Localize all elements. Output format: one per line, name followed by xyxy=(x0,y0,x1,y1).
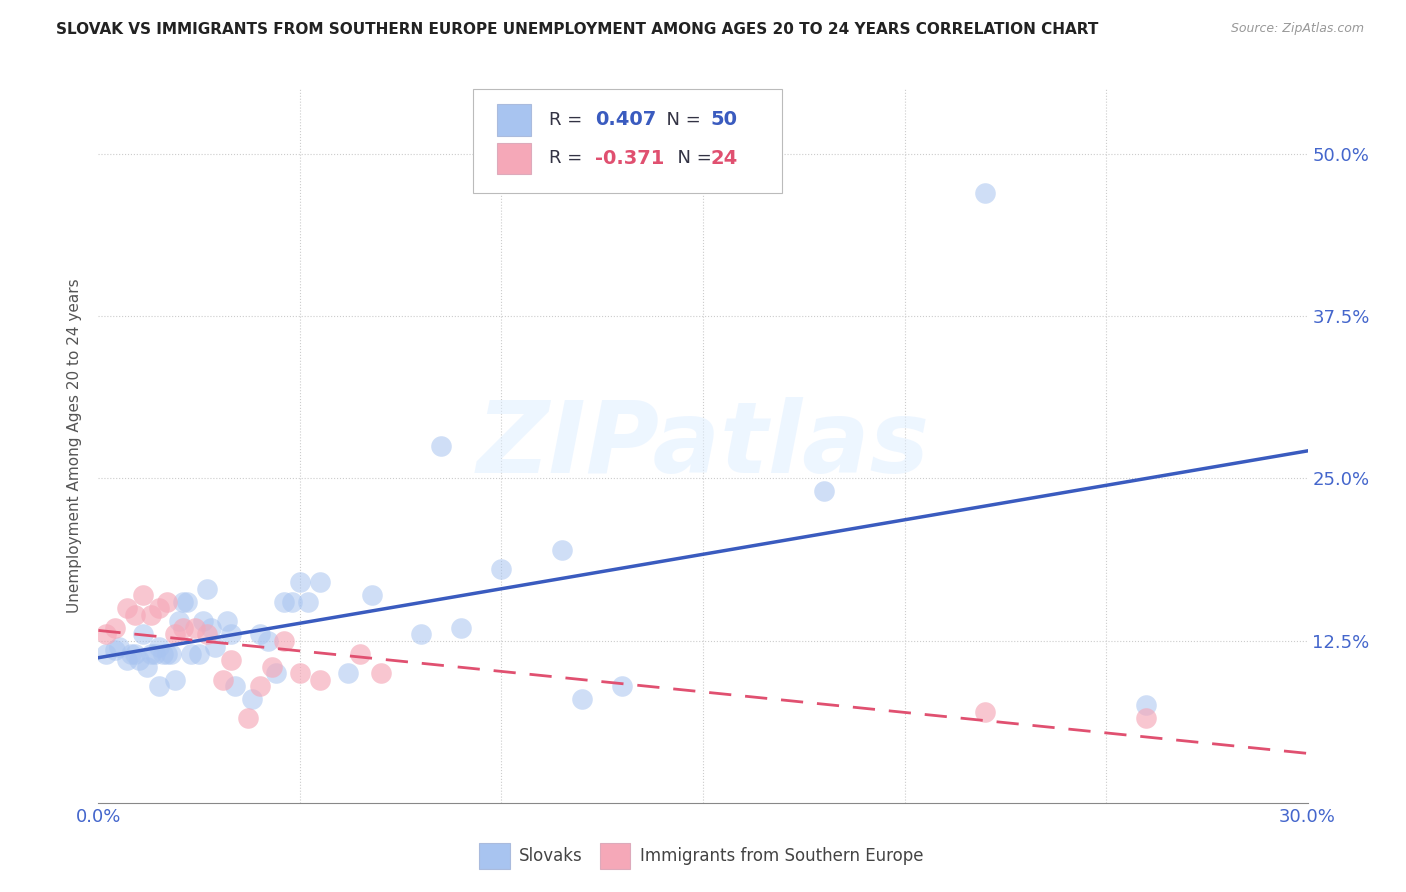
Point xyxy=(224,679,246,693)
Point xyxy=(124,647,146,661)
Point xyxy=(152,647,174,661)
Point xyxy=(156,595,179,609)
Point xyxy=(135,659,157,673)
Point xyxy=(361,588,384,602)
Point xyxy=(450,621,472,635)
Point xyxy=(1135,711,1157,725)
Point xyxy=(96,647,118,661)
Point xyxy=(813,484,835,499)
Point xyxy=(273,595,295,609)
Point xyxy=(160,647,183,661)
Point xyxy=(309,575,332,590)
Point xyxy=(249,679,271,693)
Point xyxy=(337,666,360,681)
Point xyxy=(974,186,997,200)
Point xyxy=(273,633,295,648)
Point xyxy=(172,621,194,635)
Text: -0.371: -0.371 xyxy=(595,149,665,168)
Point xyxy=(148,601,170,615)
Point xyxy=(167,614,190,628)
Point xyxy=(256,633,278,648)
Point xyxy=(240,692,263,706)
Point xyxy=(430,439,453,453)
Point xyxy=(103,642,125,657)
Point xyxy=(107,640,129,654)
Point xyxy=(148,640,170,654)
Point xyxy=(188,647,211,661)
Point xyxy=(288,575,311,590)
Point xyxy=(409,627,432,641)
Point xyxy=(217,614,239,628)
Point xyxy=(195,627,218,641)
Point xyxy=(115,653,138,667)
Point xyxy=(120,647,142,661)
Text: N =: N = xyxy=(655,111,706,128)
Point xyxy=(195,582,218,596)
Point xyxy=(115,601,138,615)
Point xyxy=(132,627,155,641)
Point xyxy=(143,647,166,661)
Point xyxy=(139,647,162,661)
Point xyxy=(236,711,259,725)
Point xyxy=(132,588,155,602)
Text: R =: R = xyxy=(550,150,589,168)
Point xyxy=(297,595,319,609)
Point xyxy=(974,705,997,719)
Point xyxy=(103,621,125,635)
Bar xyxy=(600,844,630,869)
Text: Source: ZipAtlas.com: Source: ZipAtlas.com xyxy=(1230,22,1364,36)
Point xyxy=(200,621,222,635)
Point xyxy=(349,647,371,661)
Text: Slovaks: Slovaks xyxy=(519,847,583,865)
Point xyxy=(370,666,392,681)
Point xyxy=(309,673,332,687)
Text: 50: 50 xyxy=(710,111,737,129)
Text: 0.407: 0.407 xyxy=(595,111,657,129)
Bar xyxy=(479,844,509,869)
Point xyxy=(571,692,593,706)
Point xyxy=(221,627,243,641)
Point xyxy=(260,659,283,673)
Point xyxy=(204,640,226,654)
Point xyxy=(163,673,186,687)
Point xyxy=(491,562,513,576)
FancyBboxPatch shape xyxy=(474,89,782,193)
Point xyxy=(172,595,194,609)
Point xyxy=(249,627,271,641)
Point xyxy=(124,607,146,622)
Point xyxy=(176,595,198,609)
Text: N =: N = xyxy=(665,150,717,168)
Bar xyxy=(498,104,531,136)
Point xyxy=(264,666,287,681)
Bar xyxy=(498,143,531,174)
Text: SLOVAK VS IMMIGRANTS FROM SOUTHERN EUROPE UNEMPLOYMENT AMONG AGES 20 TO 24 YEARS: SLOVAK VS IMMIGRANTS FROM SOUTHERN EUROP… xyxy=(56,22,1098,37)
Point xyxy=(156,647,179,661)
Point xyxy=(281,595,304,609)
Text: Immigrants from Southern Europe: Immigrants from Southern Europe xyxy=(640,847,924,865)
Point xyxy=(139,607,162,622)
Point xyxy=(1135,698,1157,713)
Text: ZIPatlas: ZIPatlas xyxy=(477,398,929,494)
Y-axis label: Unemployment Among Ages 20 to 24 years: Unemployment Among Ages 20 to 24 years xyxy=(66,278,82,614)
Text: 24: 24 xyxy=(710,149,738,168)
Point xyxy=(163,627,186,641)
Point xyxy=(288,666,311,681)
Point xyxy=(128,653,150,667)
Point xyxy=(180,647,202,661)
Text: R =: R = xyxy=(550,111,589,128)
Point xyxy=(551,542,574,557)
Point xyxy=(212,673,235,687)
Point xyxy=(96,627,118,641)
Point xyxy=(221,653,243,667)
Point xyxy=(148,679,170,693)
Point xyxy=(612,679,634,693)
Point xyxy=(184,621,207,635)
Point xyxy=(193,614,215,628)
